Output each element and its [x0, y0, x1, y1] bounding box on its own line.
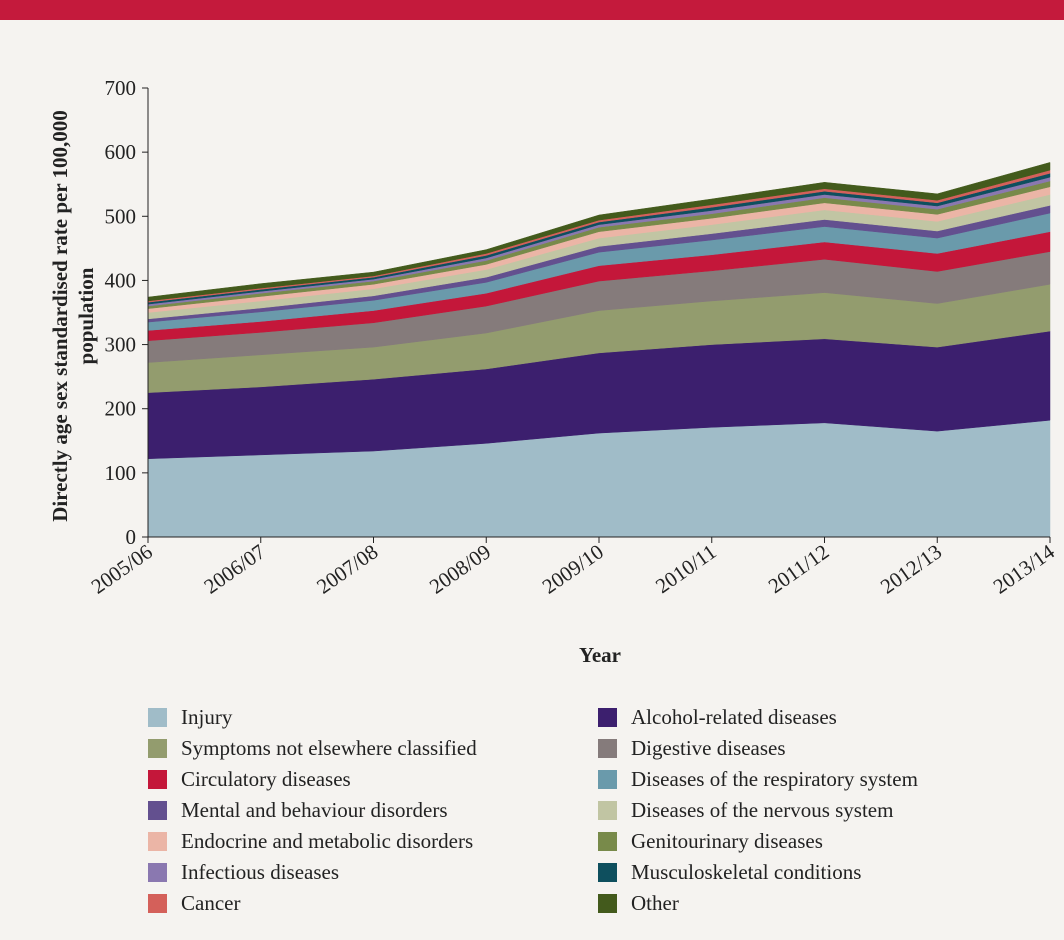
legend-label: Symptoms not elsewhere classified	[181, 736, 477, 760]
x-tick-label: 2008/09	[425, 539, 495, 598]
legend-label: Injury	[181, 705, 233, 729]
y-tick-label: 400	[105, 268, 137, 292]
y-axis-title: Directly age sex standardised rate per 1…	[48, 110, 98, 522]
y-tick-label: 0	[126, 525, 137, 549]
y-tick-label: 200	[105, 397, 137, 421]
legend-swatch	[148, 894, 167, 913]
legend-label: Circulatory diseases	[181, 767, 351, 791]
x-tick-label: 2007/08	[312, 539, 382, 598]
x-axis-title: Year	[579, 643, 621, 667]
y-tick-label: 700	[105, 76, 137, 100]
legend-label: Mental and behaviour disorders	[181, 798, 448, 822]
legend-swatch	[598, 708, 617, 727]
x-tick-label: 2005/06	[87, 539, 157, 598]
x-tick-label: 2006/07	[199, 539, 269, 598]
y-tick-label: 600	[105, 140, 137, 164]
legend-label: Musculoskeletal conditions	[631, 860, 861, 884]
legend-swatch	[148, 863, 167, 882]
legend-swatch	[598, 832, 617, 851]
y-tick-label: 100	[105, 461, 137, 485]
legend-label: Other	[631, 891, 679, 915]
y-tick-label: 300	[105, 333, 137, 357]
legend-swatch	[148, 770, 167, 789]
area	[147, 162, 1051, 302]
legend-swatch	[598, 894, 617, 913]
legend-swatch	[598, 863, 617, 882]
x-tick-label: 2011/12	[764, 539, 834, 598]
legend-label: Alcohol-related diseases	[631, 705, 837, 729]
legend-label: Infectious diseases	[181, 860, 339, 884]
legend-swatch	[598, 801, 617, 820]
legend-swatch	[148, 832, 167, 851]
y-tick-label: 500	[105, 204, 137, 228]
legend-swatch	[148, 801, 167, 820]
x-tick-label: 2010/11	[651, 539, 721, 598]
legend-label: Endocrine and metabolic disorders	[181, 829, 473, 853]
x-tick-label: 2012/13	[876, 539, 946, 598]
legend-swatch	[148, 708, 167, 727]
x-tick-label: 2009/10	[538, 539, 608, 598]
legend-label: Digestive diseases	[631, 736, 786, 760]
legend-swatch	[598, 739, 617, 758]
legend-label: Diseases of the nervous system	[631, 798, 893, 822]
legend-label: Genitourinary diseases	[631, 829, 823, 853]
x-tick-label: 2013/14	[989, 539, 1060, 598]
header-bar	[0, 0, 1064, 20]
legend-swatch	[598, 770, 617, 789]
legend-swatch	[148, 739, 167, 758]
legend-label: Diseases of the respiratory system	[631, 767, 918, 791]
legend-label: Cancer	[181, 891, 240, 915]
